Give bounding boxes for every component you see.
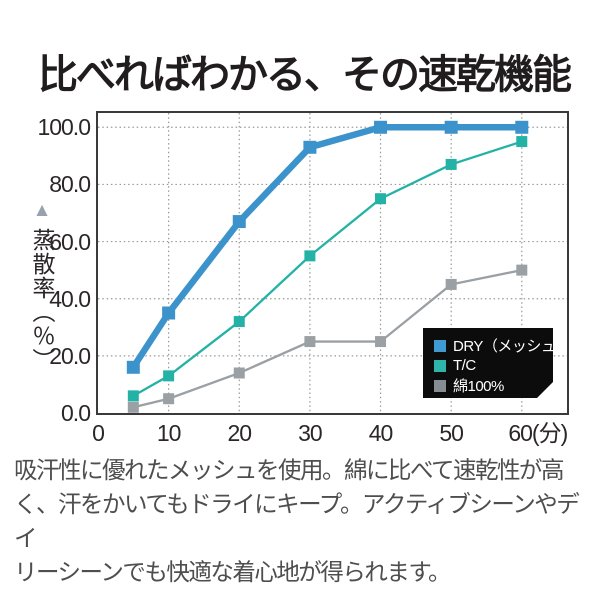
line-chart: [98, 113, 567, 413]
series-marker: [127, 390, 139, 402]
series-marker: [162, 306, 176, 320]
x-tick-label: 40: [368, 420, 394, 446]
page-title: 比べればわかる、その速乾機能: [38, 53, 572, 97]
series-marker: [126, 360, 140, 374]
chart-legend: DRY（メッシュ） T/C 綿100%: [423, 328, 553, 398]
series-marker: [375, 193, 387, 205]
series-marker: [516, 264, 528, 276]
triangle-up-icon: ▲: [32, 200, 52, 221]
series-marker: [303, 140, 317, 154]
series-marker: [163, 370, 175, 382]
x-tick-label: 20: [227, 420, 252, 446]
series-marker: [127, 401, 139, 413]
x-tick-label: 0: [92, 420, 105, 446]
description-line: 吸汗性に優れたメッシュを使用。綿に比べて速乾性が高: [14, 457, 565, 483]
series-marker: [445, 278, 457, 290]
legend-item-tc: T/C: [434, 356, 553, 375]
description-line: リーシーンでも快適な着心地が得られます。: [14, 559, 452, 585]
legend-label-cotton: 綿100%: [453, 378, 504, 395]
series-marker: [233, 367, 245, 379]
legend-item-dry: DRY（メッシュ）: [434, 336, 553, 355]
y-tick-label: 100.0: [37, 114, 91, 141]
cotton-series-swatch-icon: [434, 380, 446, 392]
tc-series-swatch-icon: [434, 360, 446, 372]
x-tick-label: 30: [298, 420, 323, 446]
description-line: く、汗をかいてもドライにキープ。アクティブシーンやデイ: [14, 491, 580, 551]
series-marker: [515, 120, 529, 134]
series-marker: [233, 316, 245, 328]
y-axis-title: ▲ 蒸散率（％）: [24, 200, 60, 377]
legend-label-dry: DRY（メッシュ）: [453, 338, 570, 355]
dry-series-swatch-icon: [434, 340, 446, 352]
y-tick-label: 80.0: [49, 171, 91, 198]
chart-plot-area: [96, 111, 569, 415]
series-marker: [163, 393, 175, 405]
x-tick-label: 10: [156, 420, 182, 446]
x-tick-label: 50: [439, 420, 464, 446]
legend-item-cotton: 綿100%: [434, 376, 553, 395]
description-text: 吸汗性に優れたメッシュを使用。綿に比べて速乾性が高 く、汗をかいてもドライにキー…: [14, 453, 592, 589]
series-marker: [304, 336, 316, 348]
series-marker: [444, 120, 458, 134]
x-tick-label: 60(分): [508, 420, 568, 446]
series-marker: [445, 158, 457, 170]
y-axis-label: 蒸散率（％）: [29, 228, 55, 372]
legend-label-tc: T/C: [453, 357, 476, 374]
series-marker: [304, 250, 316, 262]
series-marker: [232, 215, 246, 229]
y-tick-label: 0.0: [61, 400, 91, 426]
series-marker: [374, 120, 388, 134]
series-marker: [375, 336, 387, 348]
series-marker: [516, 136, 528, 148]
